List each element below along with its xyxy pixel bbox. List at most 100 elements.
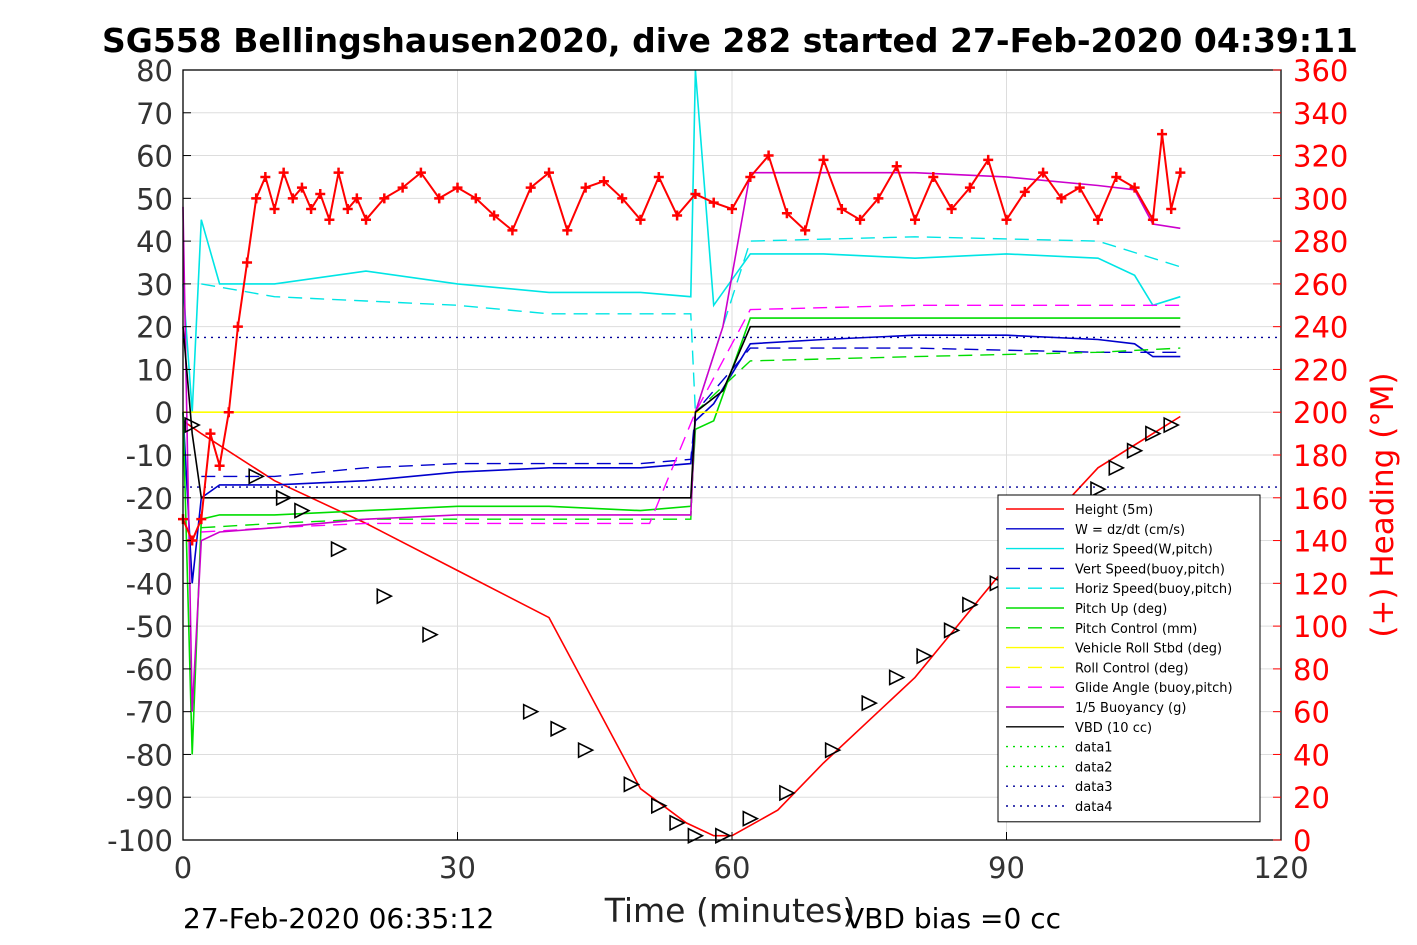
heading-point bbox=[617, 193, 628, 204]
x-tick-label: 30 bbox=[439, 851, 476, 885]
heading-point bbox=[745, 171, 756, 182]
chart-title: SG558 Bellingshausen2020, dive 282 start… bbox=[102, 21, 1358, 60]
y2-tick-label: 0 bbox=[1293, 824, 1311, 858]
heading-point bbox=[1157, 129, 1168, 140]
x-tick-label: 120 bbox=[1253, 851, 1308, 885]
marker-layer bbox=[184, 416, 1180, 845]
heading-point bbox=[1093, 214, 1103, 225]
height-marker bbox=[962, 596, 979, 614]
height-marker bbox=[577, 741, 595, 759]
heading-point bbox=[415, 167, 426, 178]
height-marker bbox=[248, 468, 265, 485]
heading-point bbox=[351, 193, 362, 204]
legend-label: Pitch Control (mm) bbox=[1075, 622, 1197, 637]
footer-timestamp: 27-Feb-2020 06:35:12 bbox=[183, 902, 494, 935]
heading-point bbox=[260, 171, 271, 182]
height-marker bbox=[522, 703, 540, 720]
y-tick-label: -100 bbox=[107, 824, 173, 858]
y2-tick-label: 160 bbox=[1293, 482, 1348, 516]
y-tick-label: -50 bbox=[126, 610, 173, 644]
y2-tick-label: 200 bbox=[1293, 396, 1348, 430]
y-tick-label: -60 bbox=[126, 653, 173, 687]
heading-point bbox=[1166, 204, 1177, 215]
legend-label: W = dz/dt (cm/s) bbox=[1075, 523, 1185, 538]
height-marker bbox=[294, 502, 311, 519]
height-marker bbox=[687, 827, 705, 845]
series-line-0 bbox=[182, 415, 1181, 837]
y-tick-label: -90 bbox=[126, 781, 173, 815]
legend-label: Horiz Speed(W,pitch) bbox=[1075, 543, 1213, 558]
height-marker bbox=[989, 575, 1007, 592]
y2-tick-label: 360 bbox=[1293, 54, 1348, 88]
height-marker bbox=[1163, 416, 1180, 434]
heading-point bbox=[910, 214, 920, 225]
heading-point bbox=[489, 210, 500, 221]
y-tick-label: -30 bbox=[126, 525, 173, 559]
series-line-6 bbox=[201, 347, 1181, 529]
legend-label: VBD (10 cc) bbox=[1075, 721, 1152, 736]
heading-point bbox=[781, 208, 792, 219]
heading-point bbox=[1129, 182, 1140, 193]
height-marker bbox=[715, 827, 732, 845]
legend-label: Glide Angle (buoy,pitch) bbox=[1075, 681, 1233, 696]
heading-point bbox=[544, 167, 554, 178]
y-tick-label: 80 bbox=[136, 54, 173, 88]
y2-tick-label: 220 bbox=[1293, 353, 1348, 387]
heading-point bbox=[232, 321, 243, 332]
x-tick-label: 0 bbox=[174, 851, 192, 885]
heading-point bbox=[855, 214, 866, 225]
y-tick-label: 0 bbox=[155, 396, 173, 430]
heading-point bbox=[379, 193, 390, 204]
legend-label: Vert Speed(buoy,pitch) bbox=[1075, 562, 1225, 577]
heading-point bbox=[727, 204, 737, 215]
height-marker bbox=[1090, 480, 1107, 498]
series-line-2 bbox=[182, 69, 1181, 413]
series-line-3 bbox=[201, 347, 1181, 478]
x-axis-label: Time (minutes) bbox=[604, 891, 856, 930]
y-tick-label: 70 bbox=[136, 97, 173, 131]
series-line-4 bbox=[201, 236, 1181, 413]
y2-tick-label: 100 bbox=[1293, 610, 1348, 644]
heading-point bbox=[836, 204, 847, 215]
heading-point bbox=[708, 197, 719, 208]
y-tick-label: -20 bbox=[126, 482, 173, 516]
heading-point bbox=[342, 204, 353, 215]
series-layer bbox=[182, 69, 1281, 837]
y2-tick-label: 320 bbox=[1293, 140, 1348, 174]
y2-tick-label: 20 bbox=[1293, 781, 1330, 815]
heading-point bbox=[928, 171, 939, 182]
height-marker bbox=[1126, 442, 1144, 460]
height-marker bbox=[888, 669, 906, 686]
heading-point bbox=[214, 460, 225, 471]
heading-point bbox=[891, 161, 902, 172]
y2-tick-label: 340 bbox=[1293, 97, 1348, 131]
height-marker bbox=[943, 622, 961, 639]
heading-point bbox=[223, 407, 234, 418]
height-marker bbox=[651, 797, 668, 815]
heading-point bbox=[251, 193, 262, 204]
heading-point bbox=[315, 189, 326, 200]
heading-point bbox=[278, 167, 289, 178]
legend-label: Roll Control (deg) bbox=[1075, 661, 1189, 676]
y2-tick-label: 280 bbox=[1293, 225, 1348, 259]
series-line-5 bbox=[182, 317, 1181, 755]
heading-point bbox=[1175, 167, 1186, 178]
heading-point bbox=[562, 225, 573, 236]
heading-point bbox=[690, 189, 701, 200]
heading-point bbox=[242, 257, 253, 268]
y-tick-label: 50 bbox=[136, 182, 173, 216]
legend-label: Height (5m) bbox=[1075, 503, 1153, 518]
height-marker bbox=[184, 416, 201, 434]
heading-point bbox=[287, 193, 298, 204]
heading-point bbox=[672, 210, 683, 221]
heading-point bbox=[1019, 186, 1030, 197]
y-tick-label: -80 bbox=[126, 738, 173, 772]
heading-point bbox=[1056, 193, 1067, 204]
heading-point bbox=[525, 182, 536, 193]
height-marker bbox=[422, 626, 439, 643]
heading-point bbox=[324, 214, 335, 225]
legend: Height (5m) W = dz/dt (cm/s) Horiz Speed(W… bbox=[997, 494, 1261, 823]
heading-point bbox=[205, 428, 216, 439]
legend-box bbox=[997, 494, 1261, 823]
